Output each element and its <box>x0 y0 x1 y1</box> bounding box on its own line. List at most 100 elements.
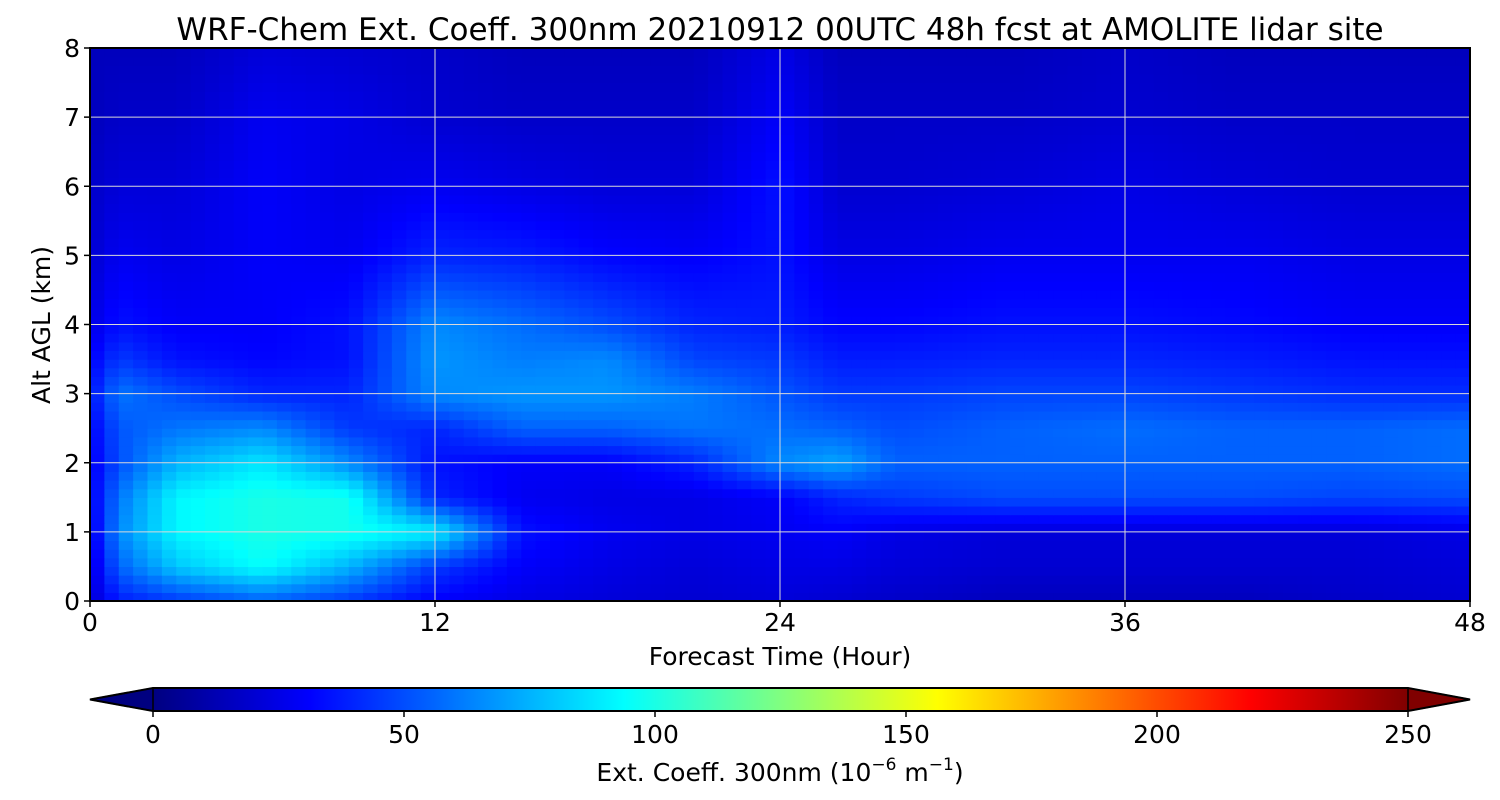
heatmap-cell <box>1240 281 1255 291</box>
heatmap-cell <box>147 557 163 568</box>
heatmap-cell <box>808 220 824 231</box>
heatmap-cell <box>938 194 954 205</box>
heatmap-cell <box>305 471 321 481</box>
heatmap-cell <box>348 350 364 360</box>
heatmap-cell <box>449 583 465 593</box>
heatmap-cell <box>693 384 709 395</box>
heatmap-cell <box>995 549 1011 559</box>
heatmap-cell <box>463 497 479 507</box>
heatmap-cell <box>1455 186 1470 196</box>
heatmap-cell <box>262 549 278 559</box>
heatmap-cell <box>851 419 867 429</box>
heatmap-cell <box>1254 177 1270 187</box>
heatmap-cell <box>535 583 551 593</box>
heatmap-cell <box>1326 393 1342 403</box>
heatmap-cell <box>291 359 307 369</box>
heatmap-cell <box>1053 419 1069 429</box>
heatmap-cell <box>1254 220 1270 231</box>
heatmap-cell <box>1355 160 1370 170</box>
heatmap-cell <box>90 151 105 161</box>
heatmap-cell <box>593 333 609 343</box>
heatmap-cell <box>262 428 278 438</box>
heatmap-cell <box>636 462 652 472</box>
heatmap-cell <box>90 203 105 213</box>
heatmap-cell <box>118 393 134 403</box>
heatmap-cell <box>607 393 623 403</box>
heatmap-cell <box>104 298 120 308</box>
heatmap-cell <box>808 566 824 576</box>
heatmap-cell <box>420 549 436 559</box>
heatmap-cell <box>1326 307 1342 317</box>
heatmap-cell <box>981 549 997 559</box>
heatmap-cell <box>837 557 853 568</box>
heatmap-cell <box>176 462 192 472</box>
heatmap-cell <box>1283 324 1299 334</box>
heatmap-cell <box>693 592 709 601</box>
heatmap-cell <box>190 592 206 601</box>
heatmap-cell <box>866 229 882 239</box>
heatmap-cell <box>679 177 695 187</box>
heatmap-cell <box>909 583 925 593</box>
heatmap-cell <box>1311 402 1327 412</box>
heatmap-cell <box>1383 367 1399 377</box>
heatmap-cell <box>478 531 494 542</box>
heatmap-cell <box>1268 575 1284 585</box>
heatmap-cell <box>1297 281 1313 291</box>
heatmap-cell <box>981 246 997 256</box>
heatmap-cell <box>1326 359 1342 369</box>
heatmap-cell <box>593 272 609 282</box>
heatmap-cell <box>506 212 522 222</box>
heatmap-cell <box>851 428 867 438</box>
heatmap-cell <box>708 333 724 343</box>
heatmap-cell <box>851 255 867 265</box>
heatmap-cell <box>708 220 724 231</box>
heatmap-cell <box>521 384 537 395</box>
heatmap-cell <box>133 436 149 447</box>
heatmap-cell <box>679 272 695 282</box>
heatmap-cell <box>1268 540 1284 550</box>
heatmap-cell <box>981 393 997 403</box>
heatmap-cell <box>1038 177 1054 187</box>
heatmap-cell <box>190 393 206 403</box>
heatmap-cell <box>1340 436 1356 447</box>
heatmap-cell <box>1383 298 1399 308</box>
heatmap-cell <box>866 350 882 360</box>
heatmap-cell <box>248 350 264 360</box>
heatmap-cell <box>176 264 192 274</box>
heatmap-cell <box>104 575 120 585</box>
heatmap-cell <box>334 333 350 343</box>
heatmap-cell <box>377 350 393 360</box>
heatmap-cell <box>1096 393 1112 403</box>
heatmap-cell <box>1340 324 1356 334</box>
heatmap-cell <box>1153 307 1169 317</box>
heatmap-cell <box>636 160 652 170</box>
heatmap-cell <box>722 384 738 395</box>
heatmap-cell <box>1340 341 1356 352</box>
heatmap-cell <box>363 177 379 187</box>
heatmap-cell <box>1297 307 1313 317</box>
heatmap-cell <box>1110 557 1126 568</box>
heatmap-cell <box>1369 428 1385 438</box>
heatmap-cell <box>765 557 781 568</box>
heatmap-cell <box>1355 523 1370 533</box>
heatmap-cell <box>550 350 565 360</box>
heatmap-cell <box>794 523 810 533</box>
heatmap-cell <box>837 540 853 550</box>
heatmap-cell <box>1096 514 1112 524</box>
heatmap-cell <box>248 428 264 438</box>
heatmap-cell <box>248 462 264 472</box>
heatmap-cell <box>1053 376 1069 386</box>
heatmap-cell <box>1024 428 1040 438</box>
heatmap-cell <box>1268 402 1284 412</box>
heatmap-cell <box>305 341 321 352</box>
heatmap-cell <box>276 220 292 231</box>
heatmap-cell <box>1268 255 1284 265</box>
heatmap-cell <box>1081 220 1097 231</box>
heatmap-cell <box>823 264 839 274</box>
heatmap-cell <box>1383 212 1399 222</box>
heatmap-cell <box>406 177 422 187</box>
heatmap-cell <box>276 454 292 464</box>
heatmap-cell <box>248 315 264 326</box>
heatmap-cell <box>1024 575 1040 585</box>
heatmap-cell <box>262 298 278 308</box>
